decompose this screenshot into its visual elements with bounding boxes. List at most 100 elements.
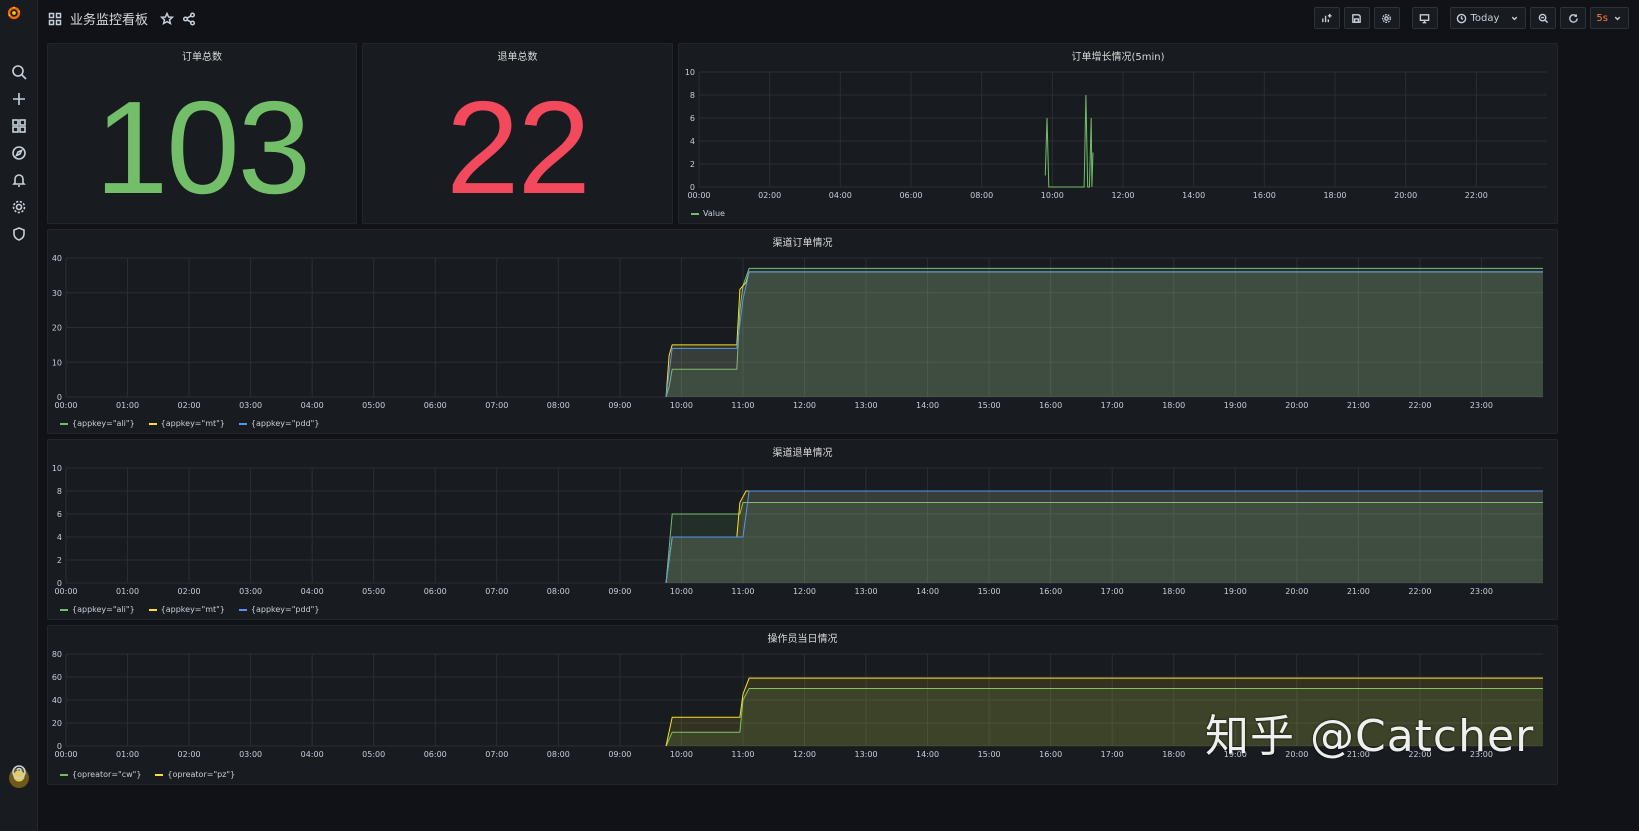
panel-title[interactable]: 渠道退单情况: [772, 448, 833, 459]
x-tick-label: 22:00: [1408, 401, 1431, 410]
chart-svg[interactable]: 0 10 20 30 40 00:00 01:00 02:00 03:00 04:00 05:00 0…: [48, 230, 1557, 433]
chart-svg[interactable]: 0 2 4 6 8 10 00:00 02:00 04:00 06:00 08:00 10:00 12:…: [679, 44, 1557, 223]
help-icon[interactable]: [0, 758, 38, 786]
zoom-out-button[interactable]: [1530, 7, 1557, 29]
plus-icon[interactable]: [0, 85, 38, 113]
chart-legend: {appkey="ali"} {appkey="mt"} {appkey="pdd"…: [60, 419, 319, 428]
y-tick-label: 0: [57, 393, 62, 402]
dashboards-grid-icon[interactable]: [0, 112, 38, 140]
x-tick-label: 11:00: [731, 750, 754, 759]
gear-icon[interactable]: [0, 193, 38, 221]
dashboard-title[interactable]: 业务监控看板: [70, 13, 149, 28]
x-tick-label: 03:00: [239, 587, 262, 596]
x-tick-label: 22:00: [1408, 750, 1431, 759]
y-tick-label: 10: [52, 464, 62, 473]
x-tick-label: 10:00: [1041, 191, 1064, 200]
x-tick-label: 07:00: [485, 587, 508, 596]
time-picker-button[interactable]: Today: [1449, 7, 1527, 29]
panel-title[interactable]: 渠道订单情况: [772, 238, 833, 249]
x-tick-label: 03:00: [239, 401, 262, 410]
x-tick-label: 01:00: [116, 587, 139, 596]
watermark: 知乎 @Catcher: [1205, 711, 1535, 762]
refresh-interval-picker[interactable]: 5s: [1590, 7, 1629, 29]
legend-item[interactable]: {opreator="cw"}: [60, 770, 141, 779]
save-dashboard-button[interactable]: [1343, 7, 1370, 29]
x-tick-label: 22:00: [1465, 191, 1488, 200]
legend-item[interactable]: {appkey="ali"}: [60, 419, 135, 428]
x-tick-label: 10:00: [670, 750, 693, 759]
legend-item[interactable]: Value: [691, 209, 725, 218]
series-line[interactable]: [665, 677, 1543, 747]
y-tick-label: 4: [690, 137, 695, 146]
y-tick-label: 40: [52, 696, 62, 705]
legend-swatch: [148, 422, 157, 425]
x-tick-label: 11:00: [731, 587, 754, 596]
panel-order-growth[interactable]: 订单增长情况(5min) 0 2 4 6 8 10 00:00 02:00 04:00 06:00…: [678, 43, 1558, 224]
search-icon[interactable]: [0, 58, 38, 86]
x-tick-label: 19:00: [1224, 750, 1247, 759]
series-line[interactable]: [1044, 94, 1094, 188]
grafana-logo-icon[interactable]: [6, 5, 22, 21]
panel-title[interactable]: 订单增长情况(5min): [1071, 52, 1165, 63]
x-tick-label: 12:00: [793, 401, 816, 410]
x-tick-label: 16:00: [1039, 401, 1062, 410]
legend-item[interactable]: {appkey="ali"}: [60, 605, 135, 614]
x-tick-label: 18:00: [1162, 401, 1185, 410]
x-tick-label: 09:00: [608, 401, 631, 410]
view-mode-button[interactable]: [1411, 7, 1438, 29]
series-line[interactable]: [665, 271, 1543, 398]
y-tick-label: 2: [690, 160, 695, 169]
share-icon[interactable]: [182, 11, 196, 26]
x-tick-label: 12:00: [1111, 191, 1134, 200]
x-tick-label: 20:00: [1285, 750, 1308, 759]
legend-label: {appkey="mt"}: [160, 419, 225, 428]
series-line[interactable]: [665, 688, 1543, 747]
save-icon: [1352, 13, 1361, 23]
legend-item[interactable]: {appkey="pdd"}: [238, 419, 319, 428]
legend-item[interactable]: {appkey="mt"}: [148, 419, 225, 428]
refresh-button[interactable]: [1560, 7, 1587, 29]
x-tick-label: 04:00: [829, 191, 852, 200]
bell-icon[interactable]: [0, 166, 38, 194]
x-tick-label: 20:00: [1285, 401, 1308, 410]
panel-refund-total[interactable]: 退单总数 22: [362, 43, 673, 224]
legend-item[interactable]: {appkey="mt"}: [148, 605, 225, 614]
x-tick-label: 00:00: [687, 191, 710, 200]
series-area: [666, 491, 1543, 583]
x-tick-label: 10:00: [670, 587, 693, 596]
panel-operator-daily[interactable]: 操作员当日情况 0 20 40 60 80 00:00 01:00 02:00 03:00 04:…: [47, 625, 1558, 785]
x-tick-label: 15:00: [978, 587, 1001, 596]
panel-order-total[interactable]: 订单总数 103: [47, 43, 357, 224]
series-line[interactable]: [665, 490, 1543, 584]
panel-title[interactable]: 操作员当日情况: [767, 634, 838, 645]
x-tick-label: 14:00: [916, 750, 939, 759]
panel-title[interactable]: 退单总数: [497, 52, 538, 63]
shield-icon[interactable]: [0, 220, 38, 248]
refresh-interval-label: 5s: [1596, 12, 1608, 24]
y-tick-label: 6: [690, 114, 695, 123]
x-tick-label: 08:00: [970, 191, 993, 200]
x-tick-label: 13:00: [855, 587, 878, 596]
legend-item[interactable]: {opreator="pz"}: [155, 770, 235, 779]
time-range-label: Today: [1470, 12, 1500, 24]
chevron-down-icon: [1512, 16, 1518, 20]
series-line[interactable]: [665, 502, 1543, 584]
legend-swatch: [155, 773, 164, 776]
compass-icon[interactable]: [0, 139, 38, 167]
x-tick-label: 06:00: [424, 750, 447, 759]
add-panel-button[interactable]: [1313, 7, 1340, 29]
dashboard-settings-button[interactable]: [1373, 7, 1400, 29]
x-tick-label: 12:00: [793, 587, 816, 596]
chart-svg[interactable]: 0 2 4 6 8 10 00:00 01:00 02:00 03:00 04:00 05:00 06:…: [48, 440, 1557, 619]
legend-swatch: [60, 773, 68, 776]
panel-title[interactable]: 订单总数: [182, 52, 222, 63]
legend-item[interactable]: {appkey="pdd"}: [238, 605, 319, 614]
x-tick-label: 21:00: [1347, 750, 1370, 759]
legend-label: {appkey="ali"}: [72, 419, 135, 428]
series-area: [666, 491, 1543, 583]
panel-channel-orders[interactable]: 渠道订单情况 0 10 20 30 40 00:00 01:00 02:00 03:00 04:0…: [47, 229, 1558, 434]
panel-channel-refunds[interactable]: 渠道退单情况 0 2 4 6 8 10 00:00 01:00 02:00 03:00 04:00 0…: [47, 439, 1558, 620]
x-tick-label: 12:00: [793, 750, 816, 759]
chart-svg[interactable]: 0 20 40 60 80 00:00 01:00 02:00 03:00 04:00 05:00 0…: [48, 626, 1557, 784]
star-icon[interactable]: [160, 11, 175, 26]
